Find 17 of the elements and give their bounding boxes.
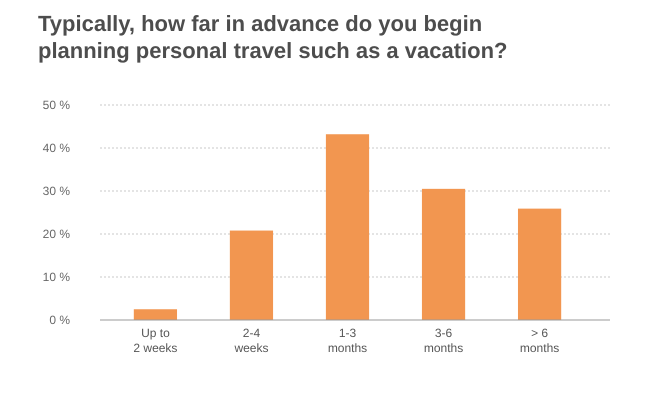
bar <box>230 230 274 320</box>
bar <box>326 134 370 320</box>
x-tick-label: 1-3 months <box>328 326 368 355</box>
x-tick-label: 2-4 weeks <box>233 326 268 355</box>
bar <box>422 188 466 320</box>
y-tick-label: 30 % <box>42 184 70 198</box>
x-tick-label: 3-6 months <box>424 326 464 355</box>
bar <box>518 208 562 320</box>
y-tick-label: 10 % <box>42 270 70 284</box>
y-tick-label: 50 % <box>42 98 70 112</box>
x-tick-label: > 6 months <box>520 326 560 355</box>
chart-title: Typically, how far in advance do you begin planning personal travel such as a vacation? <box>38 11 508 63</box>
y-tick-label: 40 % <box>42 140 70 155</box>
bar <box>134 309 178 320</box>
x-tick-label: Up to 2 weeks <box>133 326 178 355</box>
y-tick-label: 20 % <box>42 226 70 241</box>
y-tick-label: 0 % <box>49 312 70 327</box>
